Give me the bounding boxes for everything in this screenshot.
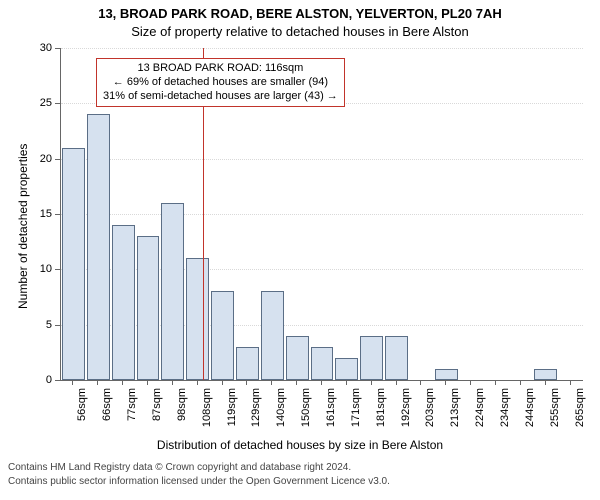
histogram-bar [311, 347, 334, 380]
x-tick-label: 213sqm [449, 388, 461, 438]
histogram-bar [385, 336, 408, 380]
x-tick-label: 244sqm [524, 388, 536, 438]
footer-line-2: Contains public sector information licen… [8, 476, 390, 489]
x-tick-label: 66sqm [101, 388, 113, 438]
y-tick-mark [55, 380, 60, 381]
x-tick-label: 108sqm [201, 388, 213, 438]
x-tick-mark [222, 380, 223, 385]
y-tick-label: 30 [28, 42, 52, 54]
x-tick-label: 192sqm [400, 388, 412, 438]
histogram-bar [534, 369, 557, 380]
histogram-bar [261, 291, 284, 380]
histogram-bar [211, 291, 234, 380]
x-tick-mark [470, 380, 471, 385]
chart-subtitle: Size of property relative to detached ho… [0, 24, 600, 39]
x-tick-label: 129sqm [250, 388, 262, 438]
x-tick-mark [246, 380, 247, 385]
annotation-line: 13 BROAD PARK ROAD: 116sqm [103, 62, 338, 76]
x-tick-mark [172, 380, 173, 385]
y-tick-label: 5 [28, 319, 52, 331]
x-tick-mark [495, 380, 496, 385]
y-tick-mark [55, 103, 60, 104]
x-tick-mark [346, 380, 347, 385]
histogram-bar [87, 114, 110, 380]
histogram-bar [335, 358, 358, 380]
histogram-bar [286, 336, 309, 380]
x-axis-label: Distribution of detached houses by size … [0, 438, 600, 452]
x-tick-mark [147, 380, 148, 385]
y-tick-label: 0 [28, 374, 52, 386]
x-tick-mark [271, 380, 272, 385]
gridline [61, 48, 583, 49]
histogram-bar [161, 203, 184, 380]
x-tick-label: 203sqm [424, 388, 436, 438]
x-tick-mark [122, 380, 123, 385]
annotation-line: 31% of semi-detached houses are larger (… [103, 90, 338, 104]
x-tick-label: 255sqm [549, 388, 561, 438]
y-tick-mark [55, 214, 60, 215]
x-tick-mark [296, 380, 297, 385]
x-tick-label: 224sqm [474, 388, 486, 438]
x-tick-label: 140sqm [275, 388, 287, 438]
histogram-bar [137, 236, 160, 380]
gridline [61, 214, 583, 215]
histogram-bar [62, 148, 85, 380]
histogram-bar [360, 336, 383, 380]
x-tick-label: 234sqm [499, 388, 511, 438]
x-tick-mark [97, 380, 98, 385]
x-tick-label: 181sqm [375, 388, 387, 438]
x-tick-label: 265sqm [574, 388, 586, 438]
x-tick-mark [445, 380, 446, 385]
histogram-bar [435, 369, 458, 380]
x-tick-mark [520, 380, 521, 385]
histogram-bar [186, 258, 209, 380]
y-tick-label: 20 [28, 153, 52, 165]
x-tick-mark [396, 380, 397, 385]
y-axis-label: Number of detached properties [16, 144, 30, 309]
x-tick-label: 56sqm [76, 388, 88, 438]
gridline [61, 159, 583, 160]
x-tick-mark [72, 380, 73, 385]
y-tick-mark [55, 269, 60, 270]
x-tick-label: 87sqm [151, 388, 163, 438]
y-tick-label: 25 [28, 97, 52, 109]
annotation-line: ← 69% of detached houses are smaller (94… [103, 76, 338, 90]
y-tick-label: 10 [28, 263, 52, 275]
x-tick-label: 119sqm [226, 388, 238, 438]
footer-line-1: Contains HM Land Registry data © Crown c… [8, 462, 351, 475]
y-tick-mark [55, 325, 60, 326]
y-tick-mark [55, 48, 60, 49]
x-tick-mark [420, 380, 421, 385]
histogram-bar [112, 225, 135, 380]
chart-title-address: 13, BROAD PARK ROAD, BERE ALSTON, YELVER… [0, 6, 600, 21]
x-tick-mark [570, 380, 571, 385]
annotation-box: 13 BROAD PARK ROAD: 116sqm← 69% of detac… [96, 58, 345, 107]
x-tick-label: 98sqm [176, 388, 188, 438]
y-tick-label: 15 [28, 208, 52, 220]
chart-container: 13, BROAD PARK ROAD, BERE ALSTON, YELVER… [0, 0, 600, 500]
x-tick-label: 77sqm [126, 388, 138, 438]
x-tick-mark [545, 380, 546, 385]
x-tick-label: 150sqm [300, 388, 312, 438]
x-tick-mark [197, 380, 198, 385]
histogram-bar [236, 347, 259, 380]
x-tick-mark [321, 380, 322, 385]
y-tick-mark [55, 159, 60, 160]
x-tick-mark [371, 380, 372, 385]
x-tick-label: 171sqm [350, 388, 362, 438]
x-tick-label: 161sqm [325, 388, 337, 438]
